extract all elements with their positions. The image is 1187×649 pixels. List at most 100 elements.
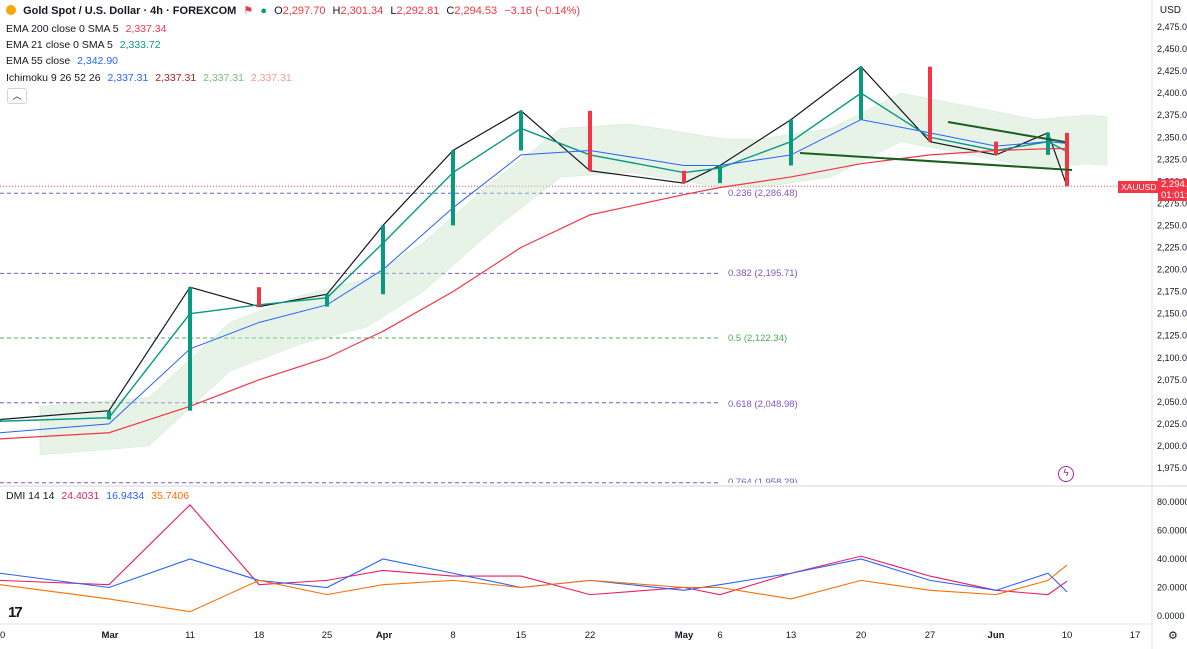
dmi-tick-label: 40.0000: [1157, 554, 1187, 564]
price-candle: [928, 66, 932, 142]
price-candle: [1065, 132, 1069, 187]
price-tick-label: 2,225.00: [1157, 243, 1187, 253]
price-candle: [588, 110, 592, 171]
indicator-value: 2,337.31: [155, 72, 197, 84]
dmi-label: DMI 14 14: [6, 490, 55, 502]
price-candle: [1046, 132, 1050, 155]
time-tick-label: Mar: [102, 630, 119, 641]
time-tick-label: 0: [0, 630, 5, 641]
time-tick-label: 22: [585, 630, 596, 641]
price-tick-label: 2,250.00: [1157, 220, 1187, 230]
fib-label-0764: 0.764 (1,958.29): [728, 477, 798, 483]
price-tick-label: 2,325.00: [1157, 154, 1187, 164]
price-candle: [107, 410, 111, 420]
dmi-plus-line: [0, 504, 1068, 596]
dmi-minus-value: 16.9434: [106, 490, 145, 502]
chart-header: Gold Spot / U.S. Dollar · 4h · FOREXCOM …: [6, 4, 584, 18]
low-value: 2,292.81: [396, 5, 440, 17]
time-tick-label: 11: [185, 630, 195, 641]
indicator-ichimoku[interactable]: Ichimoku 9 26 52 26 2,337.31 2,337.31 2,…: [6, 71, 296, 85]
indicator-value: 2,337.34: [125, 23, 167, 35]
collapse-legend-button[interactable]: ︿: [7, 88, 27, 104]
price-candle: [859, 66, 863, 120]
flag-icon[interactable]: ⚑: [243, 5, 254, 17]
price-tick-label: 2,050.00: [1157, 397, 1187, 407]
close-label: C: [446, 5, 455, 17]
price-tick-label: 2,450.00: [1157, 44, 1187, 54]
change-value: −3.16 (−0.14%): [504, 5, 581, 17]
price-candle: [188, 287, 192, 411]
dmi-adx-value: 35.7406: [151, 490, 190, 502]
price-candle: [0, 419, 2, 422]
price-tick-label: 2,375.00: [1157, 110, 1187, 120]
dmi-legend[interactable]: DMI 14 14 24.4031 16.9434 35.7406: [6, 489, 193, 503]
indicator-ema200[interactable]: EMA 200 close 0 SMA 5 2,337.34: [6, 22, 170, 36]
last-price: 2,294.5: [1161, 179, 1187, 190]
symbol-title[interactable]: Gold Spot / U.S. Dollar · 4h · FOREXCOM: [23, 5, 237, 17]
price-tick-label: 2,125.00: [1157, 331, 1187, 341]
chevron-up-icon: ︿: [12, 91, 22, 101]
bar-countdown: 01:01:: [1161, 190, 1187, 201]
dmi-tick-label: 60.0000: [1157, 526, 1187, 536]
open-value: 2,297.70: [282, 5, 326, 17]
price-tick-label: 2,425.00: [1157, 66, 1187, 76]
open-label: O: [274, 5, 283, 17]
dmi-tick-label: 20.0000: [1157, 583, 1187, 593]
time-tick-label: Jun: [988, 630, 1005, 641]
last-price-tag: 2,294.5 01:01:: [1158, 179, 1187, 201]
support-trendline: [799, 152, 1073, 171]
market-status-icon: ●: [260, 5, 267, 17]
dmi-plus-value: 24.4031: [61, 490, 100, 502]
price-tick-label: 2,100.00: [1157, 353, 1187, 363]
price-tick-label: 2,200.00: [1157, 265, 1187, 275]
time-tick-label: May: [675, 630, 694, 641]
price-tick-label: 2,075.00: [1157, 375, 1187, 385]
dmi-adx-line: [0, 564, 1068, 613]
time-tick-label: 18: [254, 630, 265, 641]
indicator-label: EMA 21 close 0 SMA 5: [6, 39, 113, 51]
price-candle: [789, 119, 793, 166]
price-candle: [718, 165, 722, 184]
indicator-value: 2,337.31: [107, 72, 149, 84]
price-tick-label: 2,400.00: [1157, 88, 1187, 98]
indicator-value: 2,342.90: [77, 55, 118, 67]
ema200-line: [0, 147, 1068, 440]
lightning-icon[interactable]: ϟ: [1058, 466, 1074, 482]
time-tick-label: 20: [856, 630, 867, 641]
price-tick-label: 2,275.00: [1157, 198, 1187, 208]
fib-label-0382: 0.382 (2,195.71): [728, 268, 798, 279]
time-tick-label: 6: [717, 630, 722, 641]
price-tick-label: 2,000.00: [1157, 441, 1187, 451]
indicator-label: Ichimoku 9 26 52 26: [6, 72, 101, 84]
currency-label[interactable]: USD: [1159, 5, 1181, 16]
time-tick-label: 13: [786, 630, 797, 641]
time-tick-label: 8: [450, 630, 455, 641]
fib-label-0236: 0.236 (2,286.48): [728, 188, 798, 199]
gold-symbol-icon: [6, 5, 16, 15]
resistance-trendline: [947, 121, 1066, 143]
tradingview-logo[interactable]: 17: [8, 604, 23, 621]
time-tick-label: 10: [1062, 630, 1073, 641]
price-tick-label: 2,025.00: [1157, 419, 1187, 429]
price-candle: [381, 225, 385, 295]
indicator-value: 2,333.72: [119, 39, 161, 51]
price-tick-label: 2,475.00: [1157, 22, 1187, 32]
gear-icon[interactable]: ⚙: [1168, 630, 1178, 642]
price-tick-label: 2,175.00: [1157, 287, 1187, 297]
price-candle: [994, 141, 998, 155]
indicator-ema55[interactable]: EMA 55 close 2,342.90: [6, 54, 122, 68]
time-tick-label: Apr: [376, 630, 393, 641]
dmi-tick-label: 80.0000: [1157, 497, 1187, 507]
time-tick-label: 17: [1130, 630, 1141, 641]
indicator-ema21[interactable]: EMA 21 close 0 SMA 5 2,333.72: [6, 38, 165, 52]
dmi-tick-label: 0.0000: [1157, 611, 1185, 621]
price-tick-label: 2,350.00: [1157, 132, 1187, 142]
fib-label-05: 0.5 (2,122.34): [728, 333, 788, 344]
time-tick-label: 27: [925, 630, 936, 641]
price-tick-label: 1,975.00: [1157, 463, 1187, 473]
time-tick-label: 15: [516, 630, 527, 641]
price-candle: [325, 294, 329, 307]
fib-label-0618: 0.618 (2,048.98): [728, 399, 798, 410]
low-label: L: [390, 5, 397, 17]
